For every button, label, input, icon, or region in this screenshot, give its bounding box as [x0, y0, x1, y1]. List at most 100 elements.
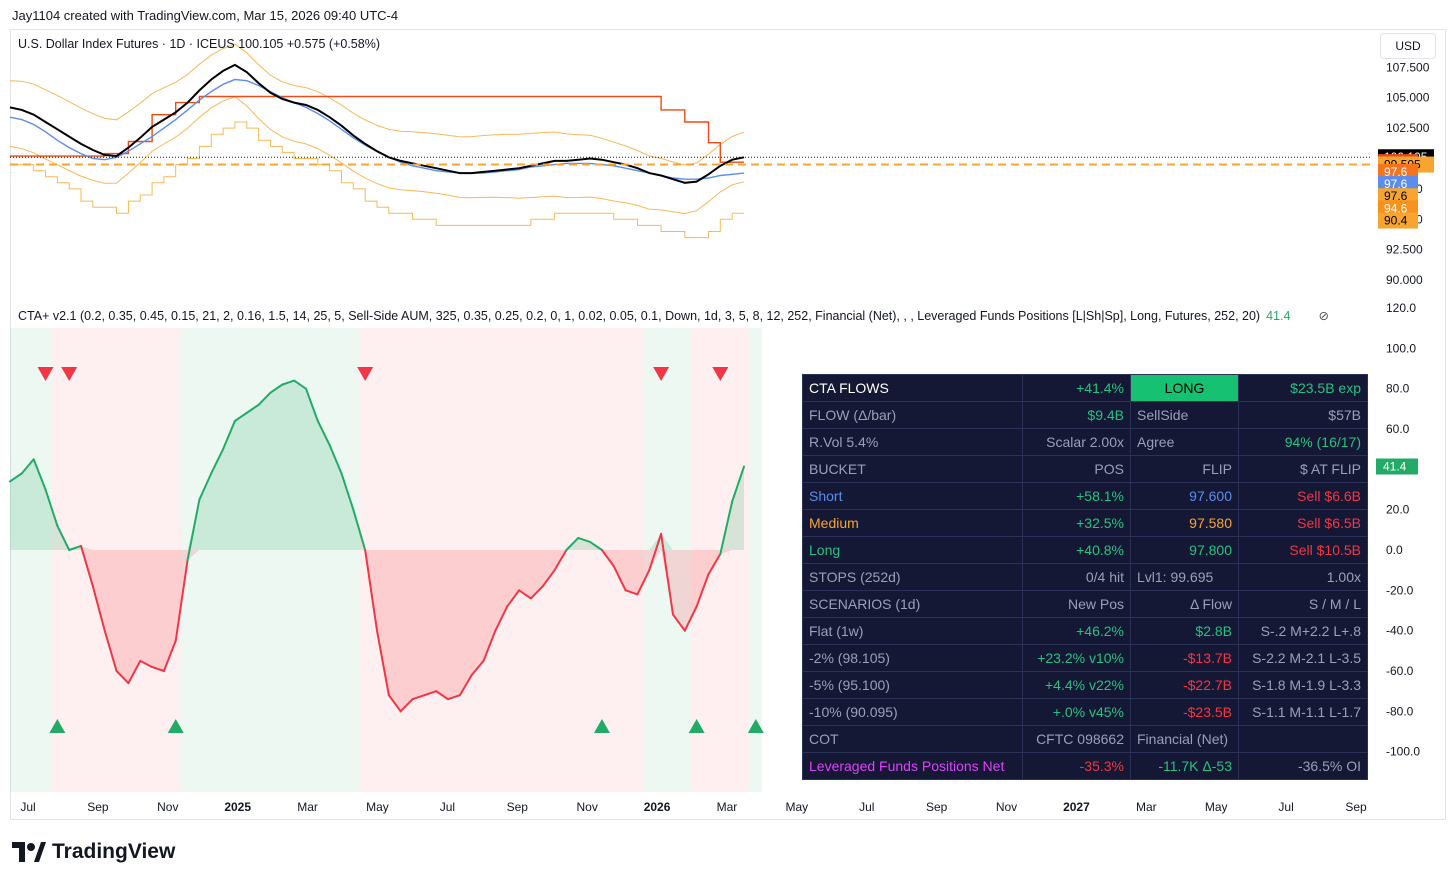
cta-line-segment	[222, 419, 236, 451]
indicator-tick-label: 20.0	[1386, 503, 1410, 517]
cta-line-segment	[151, 665, 165, 672]
cta-table-cell: COT	[802, 725, 1023, 753]
price-tag-5	[1378, 188, 1418, 205]
cta-line-segment	[174, 559, 189, 642]
cta-table-cell: $ AT FLIP	[1238, 455, 1368, 483]
indicator-value: 41.4	[1266, 309, 1291, 323]
regime-band-3	[359, 328, 644, 792]
cta-line-segment	[707, 553, 722, 576]
cta-line-segment	[127, 659, 142, 685]
cta-table-row: -5% (95.100) +4.4% v22% -$22.7B S-1.8 M-1.9…	[802, 671, 1368, 699]
sell-signal-marker	[653, 367, 670, 381]
cta-table-cell: -36.5% OI	[1238, 752, 1368, 780]
cta-flows-table: CTA FLOWS +41.4% LONG $23.5B exp FLOW (Δ/bar…	[802, 374, 1368, 780]
cta-line-segment	[340, 472, 355, 511]
cta-line-segment	[210, 448, 225, 475]
cta-table-row: SCENARIOS (1d) New Pos Δ Flow S / M / L	[802, 590, 1368, 618]
cta-table-row: Leveraged Funds Positions Net -35.3% -11.7…	[802, 752, 1368, 780]
cta-table-row: R.Vol 5.4% Scalar 2.00x Agree 94% (16/17)	[802, 428, 1368, 456]
time-tick-label: 2027	[1063, 800, 1090, 814]
cta-line-segment	[494, 605, 509, 632]
price-tag-label: 90.4	[1384, 214, 1408, 228]
cta-table-cell: -2% (98.105)	[802, 644, 1023, 672]
time-tick-label: May	[786, 800, 809, 814]
cta-line-segment	[612, 565, 627, 592]
cta-line-segment	[32, 458, 47, 491]
buy-signal-marker	[593, 719, 610, 733]
cta-table-cell: S-1.8 M-1.9 L-3.3	[1238, 671, 1368, 699]
cta-table-row: BUCKET POS FLIP $ AT FLIP	[802, 455, 1368, 483]
cta-line-segment	[470, 659, 485, 677]
cta-table-cell: 97.800	[1130, 536, 1239, 564]
tradingview-logo[interactable]: TradingView	[12, 840, 175, 864]
cta-line-segment	[411, 694, 426, 701]
cta-line-segment	[56, 524, 71, 551]
indicator-tick-label: -80.0	[1386, 704, 1414, 718]
eye-icon[interactable]: ⊘	[1318, 309, 1329, 323]
cta-line-segment	[352, 508, 367, 551]
cta-line-segment	[139, 659, 154, 668]
cta-table-cell: S-2.2 M-2.1 L-3.5	[1238, 644, 1368, 672]
tradingview-brand: TradingView	[52, 840, 176, 863]
cta-line-segment	[233, 411, 248, 422]
regime-band-0	[10, 328, 52, 792]
indicator-tick-label: 0.0	[1386, 543, 1403, 557]
indicator-value-tag-label: 41.4	[1383, 460, 1407, 474]
indicator-params: CTA+ v2.1 (0.2, 0.35, 0.45, 0.15, 21, 2,…	[18, 309, 1261, 323]
time-tick-label: Mar	[297, 800, 318, 814]
chart-frame	[10, 29, 1446, 820]
cta-table-cell: -35.3%	[1022, 752, 1131, 780]
cta-line-segment	[257, 391, 272, 406]
cta-table-cell: FLOW (Δ/bar)	[802, 401, 1023, 429]
indicator-tick-label: -100.0	[1386, 745, 1420, 759]
cta-table-row: CTA FLOWS +41.4% LONG $23.5B exp	[802, 374, 1368, 402]
cta-line-segment	[186, 498, 201, 562]
cta-table-cell: +.0% v45%	[1022, 698, 1131, 726]
cta-table-cell: Δ Flow	[1130, 590, 1239, 618]
cta-table-row: STOPS (252d) 0/4 hit Lvl1: 99.695 1.00x	[802, 563, 1368, 591]
indicator-tick-label: -60.0	[1386, 664, 1414, 678]
cta-table-cell: Medium	[802, 509, 1023, 537]
cta-line-segment	[435, 690, 450, 701]
time-tick-label: Jul	[20, 800, 35, 814]
cta-line-segment	[80, 544, 94, 588]
cta-line-segment	[162, 639, 177, 672]
buy-signal-marker	[747, 719, 764, 733]
cta-table-cell: 94% (16/17)	[1238, 428, 1368, 456]
price-tag-label: 94.6	[1384, 201, 1408, 215]
cta-table-row: FLOW (Δ/bar) $9.4B SellSide $57B	[802, 401, 1368, 429]
cta-table-cell: S-1.1 M-1.1 L-1.7	[1238, 698, 1368, 726]
time-tick-label: Sep	[507, 800, 529, 814]
price-tag-4	[1378, 176, 1418, 193]
sell-signal-marker	[61, 367, 78, 381]
time-tick-label: 2025	[224, 800, 251, 814]
price-tick-label: 90.000	[1386, 273, 1423, 287]
indicator-value-tag	[1376, 458, 1418, 475]
regime-band-4	[643, 328, 691, 792]
cta-table-row: -10% (90.095) +.0% v45% -$23.5B S-1.1 M-1.1…	[802, 698, 1368, 726]
price-tag-label: 97.6	[1384, 177, 1408, 191]
cta-table-cell: SellSide	[1130, 401, 1239, 429]
time-tick-label: Nov	[996, 800, 1017, 814]
indicator-tick-label: -20.0	[1386, 583, 1414, 597]
currency-button[interactable]: USD	[1380, 33, 1436, 59]
buy-signal-marker	[167, 719, 184, 733]
orange-lower-band	[9, 96, 745, 215]
time-tick-label: Jul	[859, 800, 874, 814]
cta-table-cell: +41.4%	[1022, 374, 1131, 402]
cta-table-cell: 1.00x	[1238, 563, 1368, 591]
cta-table-cell: +46.2%	[1022, 617, 1131, 645]
cta-table-cell: Long	[802, 536, 1023, 564]
cta-table-cell: STOPS (252d)	[802, 563, 1023, 591]
time-tick-label: Nov	[576, 800, 597, 814]
cta-line-segment	[577, 536, 592, 543]
price-tick-label: 105.000	[1386, 91, 1430, 105]
price-tag-label: 97.6	[1384, 189, 1408, 203]
cta-table-cell: S-.2 M+2.2 L+.8	[1238, 617, 1368, 645]
cta-line-segment	[281, 379, 296, 386]
time-tick-label: May	[1205, 800, 1228, 814]
cta-line-segment	[68, 544, 83, 551]
price-tag-label: 97.6	[1384, 165, 1408, 179]
cta-line-segment	[636, 569, 651, 596]
